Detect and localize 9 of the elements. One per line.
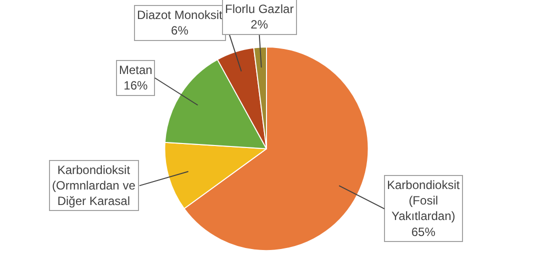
slice-label: Metan — [119, 63, 152, 77]
slice-label: Karbondioksit (Fosil Yakıtlardan) — [387, 178, 460, 224]
data-label: 65% — [411, 224, 436, 239]
slice-label: Florlu Gazlar — [225, 2, 294, 16]
slice-label: Karbondioksit (Ormnlardan ve Diğer Karasal — [52, 163, 136, 208]
data-label: 6% — [171, 24, 189, 38]
data-label: 16% — [124, 78, 148, 93]
slice-label: Diazot Monoksit — [137, 8, 224, 22]
data-label: 2% — [250, 18, 268, 32]
